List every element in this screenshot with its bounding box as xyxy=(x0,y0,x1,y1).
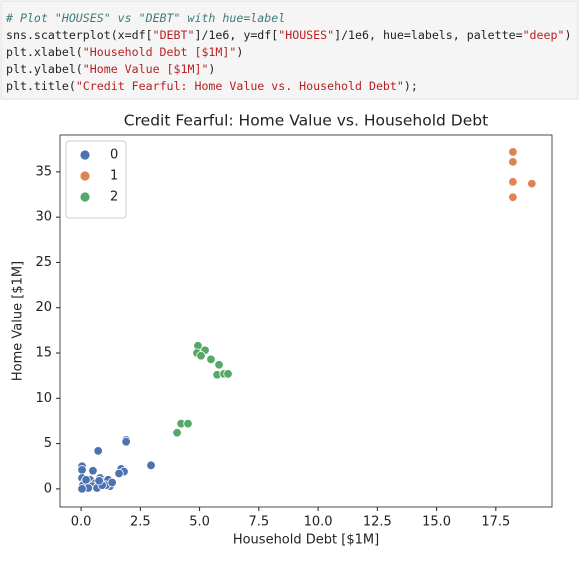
point xyxy=(88,466,98,476)
code-token: ); xyxy=(404,79,418,93)
point xyxy=(93,446,103,456)
code-token: ) xyxy=(208,62,215,76)
point xyxy=(94,476,104,486)
point xyxy=(107,477,117,488)
legend-label: 0 xyxy=(110,148,118,163)
y-tick-label: 15 xyxy=(35,346,52,361)
y-tick-label: 0 xyxy=(44,481,52,496)
x-tick-label: 17.5 xyxy=(481,515,510,530)
x-tick-label: 5.0 xyxy=(189,515,210,530)
code-line: # Plot "HOUSES" vs "DEBT" with hue=label xyxy=(5,11,285,25)
point xyxy=(214,360,224,370)
legend-marker xyxy=(79,149,91,161)
point xyxy=(121,437,131,447)
x-tick-label: 15.0 xyxy=(422,515,451,530)
code-token: ]/1e6, y=df[ xyxy=(194,28,278,42)
point xyxy=(196,351,206,361)
code-token: "deep" xyxy=(523,28,565,42)
code-token: ) xyxy=(564,28,571,42)
legend-marker xyxy=(79,170,91,182)
legend-label: 2 xyxy=(110,190,118,205)
plot-area xyxy=(59,134,553,508)
code: # Plot "HOUSES" vs "DEBT" with hue=label… xyxy=(5,11,571,93)
code-token: "Home Value [$1M]" xyxy=(83,62,209,76)
point xyxy=(223,369,233,379)
code-token: ) xyxy=(236,45,243,59)
point xyxy=(527,178,537,189)
code-line: plt.title("Credit Fearful: Home Value vs… xyxy=(6,79,418,93)
point xyxy=(508,177,518,187)
code-token: "DEBT" xyxy=(153,28,195,42)
x-axis-label: Household Debt [$1M] xyxy=(233,533,379,548)
legend-label: 1 xyxy=(110,169,118,184)
point xyxy=(77,465,87,475)
code-token: "Credit Fearful: Home Value vs. Househol… xyxy=(76,79,404,93)
point xyxy=(508,192,518,202)
chart: Credit Fearful: Home Value vs. Household… xyxy=(11,112,553,548)
x-tick-label: 12.5 xyxy=(363,515,392,530)
code-token: "Household Debt [$1M]" xyxy=(83,45,237,59)
point xyxy=(146,460,156,471)
code-line: plt.ylabel("Home Value [$1M]") xyxy=(6,62,215,76)
y-tick-label: 30 xyxy=(35,210,52,225)
chart-title: Credit Fearful: Home Value vs. Household… xyxy=(124,112,488,130)
y-tick-label: 35 xyxy=(35,164,52,179)
point xyxy=(206,354,216,365)
code-token: sns.scatterplot(x=df[ xyxy=(6,28,153,42)
code-token: plt.ylabel( xyxy=(6,62,83,76)
point xyxy=(508,147,518,157)
x-tick-label: 0.0 xyxy=(71,515,92,530)
code-token: ]/1e6, hue=labels, palette= xyxy=(334,28,522,42)
point xyxy=(172,428,182,438)
y-tick-label: 5 xyxy=(44,436,52,451)
code-token: plt.xlabel( xyxy=(6,45,83,59)
point xyxy=(183,418,193,429)
point xyxy=(77,484,87,494)
code-line: plt.xlabel("Household Debt [$1M]") xyxy=(6,45,243,59)
y-axis-label: Home Value [$1M] xyxy=(11,261,26,381)
x-tick-label: 7.5 xyxy=(248,515,269,530)
point xyxy=(508,157,518,167)
code-token: # Plot "HOUSES" vs "DEBT" with hue=label xyxy=(5,11,285,25)
legend-marker xyxy=(79,191,91,203)
y-tick-label: 10 xyxy=(35,391,52,406)
code-line: sns.scatterplot(x=df["DEBT"]/1e6, y=df["… xyxy=(6,28,571,42)
code-token: "HOUSES" xyxy=(278,28,334,42)
code-token: plt.title( xyxy=(6,79,76,93)
code-cell xyxy=(0,0,579,100)
y-tick-label: 25 xyxy=(35,255,52,270)
y-tick-label: 20 xyxy=(35,300,52,315)
x-tick-label: 10.0 xyxy=(304,515,333,530)
point xyxy=(114,468,124,479)
x-tick-label: 2.5 xyxy=(130,515,151,530)
